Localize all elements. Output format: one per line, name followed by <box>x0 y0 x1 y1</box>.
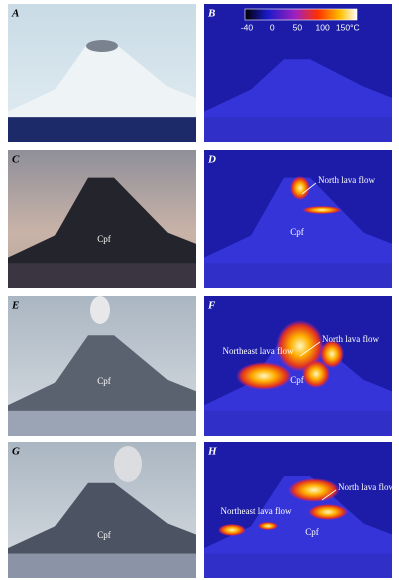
annotation: Cpf <box>290 375 304 385</box>
annotation: Northeast lava flow <box>221 506 292 516</box>
annotation: North lava flow <box>338 482 395 492</box>
ground <box>8 263 196 288</box>
panel-letter: E <box>11 300 19 312</box>
plume <box>90 296 110 324</box>
ground <box>8 411 196 436</box>
colorbar <box>245 9 357 20</box>
panel-letter: G <box>12 446 20 458</box>
plume <box>114 446 142 482</box>
hot-spot <box>288 478 340 502</box>
hot-spot <box>302 206 342 214</box>
thermal-ground <box>204 117 392 142</box>
annotation: North lava flow <box>318 175 375 185</box>
colorbar-label: 0 <box>270 22 275 32</box>
hot-spot <box>258 522 278 530</box>
hot-spot <box>308 504 348 520</box>
panel-letter: B <box>207 8 215 20</box>
annotation: Cpf <box>290 227 304 237</box>
panel-letter: A <box>11 8 19 20</box>
panel-letter: H <box>207 446 217 458</box>
annotation: Cpf <box>305 527 319 537</box>
figure: A B C D E F G H -40 0 50 100 150°C Cpf North lava flow… <box>0 0 399 580</box>
ground <box>8 554 196 578</box>
annotation: North lava flow <box>322 334 379 344</box>
hot-spot <box>236 362 292 390</box>
thermal-ground <box>204 263 392 288</box>
annotation: Northeast lava flow <box>223 346 294 356</box>
panel-letter: F <box>207 300 216 312</box>
colorbar-label: 50 <box>293 22 303 32</box>
colorbar-label: 100 <box>316 22 330 32</box>
colorbar-label: 150°C <box>336 22 360 32</box>
hot-spot <box>290 176 310 200</box>
annotation: Cpf <box>97 234 111 244</box>
panel-letter: D <box>207 154 216 166</box>
panel-letter: C <box>12 154 20 166</box>
hot-spot <box>218 524 246 536</box>
thermal-ground <box>204 554 392 578</box>
colorbar-label: -40 <box>241 22 254 32</box>
thermal-ground <box>204 411 392 436</box>
crater <box>86 40 118 52</box>
hot-spot <box>320 340 344 368</box>
annotation: Cpf <box>97 530 111 540</box>
ground <box>8 117 196 142</box>
annotation: Cpf <box>97 376 111 386</box>
